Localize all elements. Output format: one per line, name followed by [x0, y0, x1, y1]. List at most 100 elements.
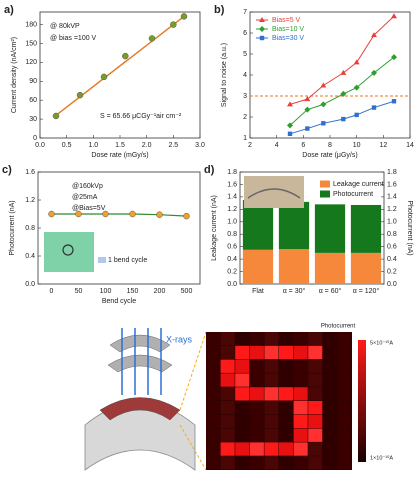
marker: [287, 101, 293, 107]
y-tick-label: 0.0: [227, 281, 237, 288]
marker: [353, 84, 360, 91]
marker: [340, 90, 347, 97]
bar-segment: [242, 200, 274, 250]
y-tick-label: 1.8: [227, 169, 237, 176]
heatmap-cell: [264, 401, 279, 415]
inset-photo: [244, 176, 304, 208]
y-tick-label: 1: [243, 135, 247, 142]
y2-tick-label: 0.0: [387, 281, 397, 288]
heatmap-cell: [279, 373, 294, 387]
heatmap-cell: [337, 428, 352, 442]
flexible-substrate: [84, 402, 196, 471]
x-tick-label: 500: [181, 288, 193, 295]
heatmap-cell: [308, 456, 323, 470]
heatmap-cell: [322, 332, 337, 346]
x-axis-label: Bend cycle: [102, 298, 136, 305]
series-line: [289, 15, 395, 105]
heatmap-cell: [220, 373, 235, 387]
heatmap-cell: [206, 442, 221, 456]
panel-label: b): [214, 4, 225, 16]
inset-photo-detail: [247, 188, 301, 199]
heatmap-cell: [264, 414, 279, 429]
heatmap-cell: [235, 401, 250, 415]
x-tick-label: 200: [154, 288, 166, 295]
heatmap-cell: [308, 345, 323, 360]
y-tick-label: 1.6: [227, 181, 237, 188]
x-tick-label: 100: [100, 288, 112, 295]
heatmap-cell: [279, 456, 294, 470]
inset-photo-detail: [62, 244, 74, 256]
marker: [75, 210, 82, 218]
heatmap-cell: [264, 359, 279, 373]
bar-segment: [314, 252, 346, 284]
marker: [354, 112, 359, 118]
x-tick-label: 0.5: [62, 142, 72, 149]
heatmap-cell: [322, 456, 337, 470]
annotation: @25mA: [72, 194, 98, 201]
heatmap-cell: [337, 414, 352, 429]
heatmap-cell: [249, 442, 264, 456]
heatmap-cell: [308, 359, 323, 373]
heatmap-cell: [264, 373, 279, 387]
heatmap-cell: [322, 401, 337, 415]
marker: [320, 82, 327, 88]
marker: [148, 35, 156, 42]
x-tick-label: 4: [275, 142, 279, 149]
x-tick-label: α = 30°: [283, 287, 306, 295]
y-tick-label: 0: [33, 135, 37, 142]
legend-label: Photocurrent: [333, 191, 373, 198]
heatmap-cell: [249, 345, 264, 360]
y-tick-label: 2: [243, 114, 247, 121]
heatmap-cell: [264, 428, 279, 442]
y-tick-label: 1.0: [227, 219, 237, 226]
bar-segment: [278, 201, 310, 250]
heatmap-cell: [235, 456, 250, 470]
heatmap-cell: [308, 373, 323, 387]
y-tick-label: 1.2: [227, 206, 237, 213]
y-tick-label: 1.6: [25, 169, 35, 176]
y-tick-label: 90: [29, 78, 37, 85]
y2-tick-label: 0.8: [387, 231, 397, 238]
bar-segment: [242, 249, 274, 284]
bend-icon: [98, 257, 106, 263]
bar-segment: [314, 204, 346, 253]
x-ray-arrows: [121, 328, 162, 395]
y-tick-label: 150: [25, 40, 37, 47]
heatmap-cell: [279, 442, 294, 456]
marker: [353, 59, 360, 65]
heatmap-cell: [293, 428, 308, 442]
heatmap-cell: [337, 387, 352, 401]
heatmap-cell: [279, 332, 294, 346]
y2-tick-label: 1.0: [387, 219, 397, 226]
heatmap-cell: [293, 456, 308, 470]
marker: [305, 126, 310, 131]
panel-label: c): [2, 164, 12, 176]
x-ray-label: X-rays: [166, 334, 193, 344]
heatmap-cell: [249, 401, 264, 415]
marker: [100, 73, 108, 81]
heatmap-cell: [308, 428, 323, 442]
heatmap-cell: [235, 428, 250, 442]
x-tick-label: 8: [328, 142, 332, 149]
zoom-line: [179, 424, 207, 471]
plot-frame: [239, 171, 385, 285]
heatmap-cell: [206, 332, 221, 346]
detector-array: [99, 397, 181, 421]
series-line: [289, 56, 395, 126]
y-tick-label: 180: [25, 21, 37, 28]
heatmap-cell: [293, 414, 308, 429]
y-tick-label: 0.6: [227, 244, 237, 251]
heatmap-cell: [220, 428, 235, 442]
heatmap-cell: [337, 442, 352, 456]
heatmap-cell: [308, 401, 323, 415]
marker: [122, 52, 129, 60]
heatmap-cell: [293, 442, 308, 456]
heatmap-cell: [235, 442, 250, 456]
x-tick-label: α = 60°: [319, 287, 342, 295]
x-tick-label: 50: [75, 288, 83, 295]
y-tick-label: 0.4: [25, 253, 35, 260]
heatmap-cell: [337, 456, 352, 470]
legend-label: Leakage current: [333, 181, 384, 188]
heatmap-cell: [206, 387, 221, 401]
y-tick-label: 1.2: [25, 197, 35, 204]
